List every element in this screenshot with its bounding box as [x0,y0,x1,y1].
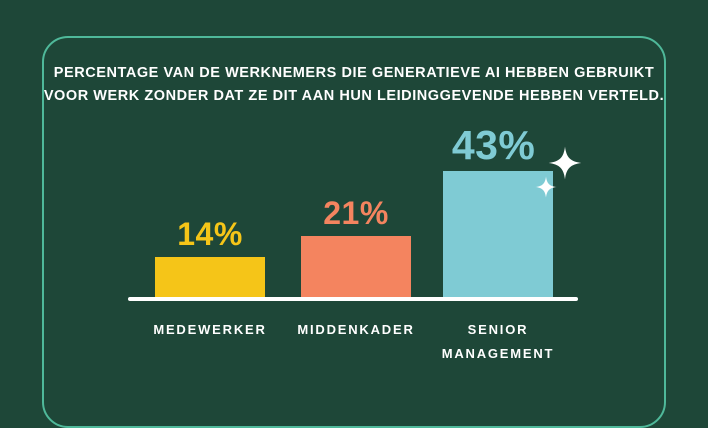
axis-baseline [128,297,578,301]
bar-group-senior-management: 43% SENIOR MANAGEMENT [442,122,553,361]
sparkle-icon-large [548,146,582,180]
bar-value-medewerker: 14% [177,216,243,252]
chart-title-line-2: VOOR WERK ZONDER DAT ZE DIT AAN HUN LEID… [43,88,665,104]
category-label-medewerker: MEDEWERKER [153,322,267,337]
sparkle-icon-small [535,176,557,198]
bar-middenkader [301,236,411,298]
chart-title: PERCENTAGE VAN DE WERKNEMERS DIE GENERAT… [0,62,708,108]
bar-value-senior-management: 43% [451,122,536,168]
bar-value-middenkader: 21% [323,195,389,231]
bar-group-medewerker: 14% MEDEWERKER [153,216,265,337]
bar-senior-management [443,171,553,298]
category-label-middenkader: MIDDENKADER [297,322,415,337]
bar-group-middenkader: 21% MIDDENKADER [297,195,413,337]
bar-chart: 14% MEDEWERKER 21% MIDDENKADER 43% SENIO… [128,122,582,361]
category-label-senior-management: SENIOR MANAGEMENT [441,322,555,361]
chart-title-line-1: PERCENTAGE VAN DE WERKNEMERS DIE GENERAT… [53,65,655,81]
infographic-canvas: PERCENTAGE VAN DE WERKNEMERS DIE GENERAT… [0,36,708,428]
bar-medewerker [155,257,265,298]
